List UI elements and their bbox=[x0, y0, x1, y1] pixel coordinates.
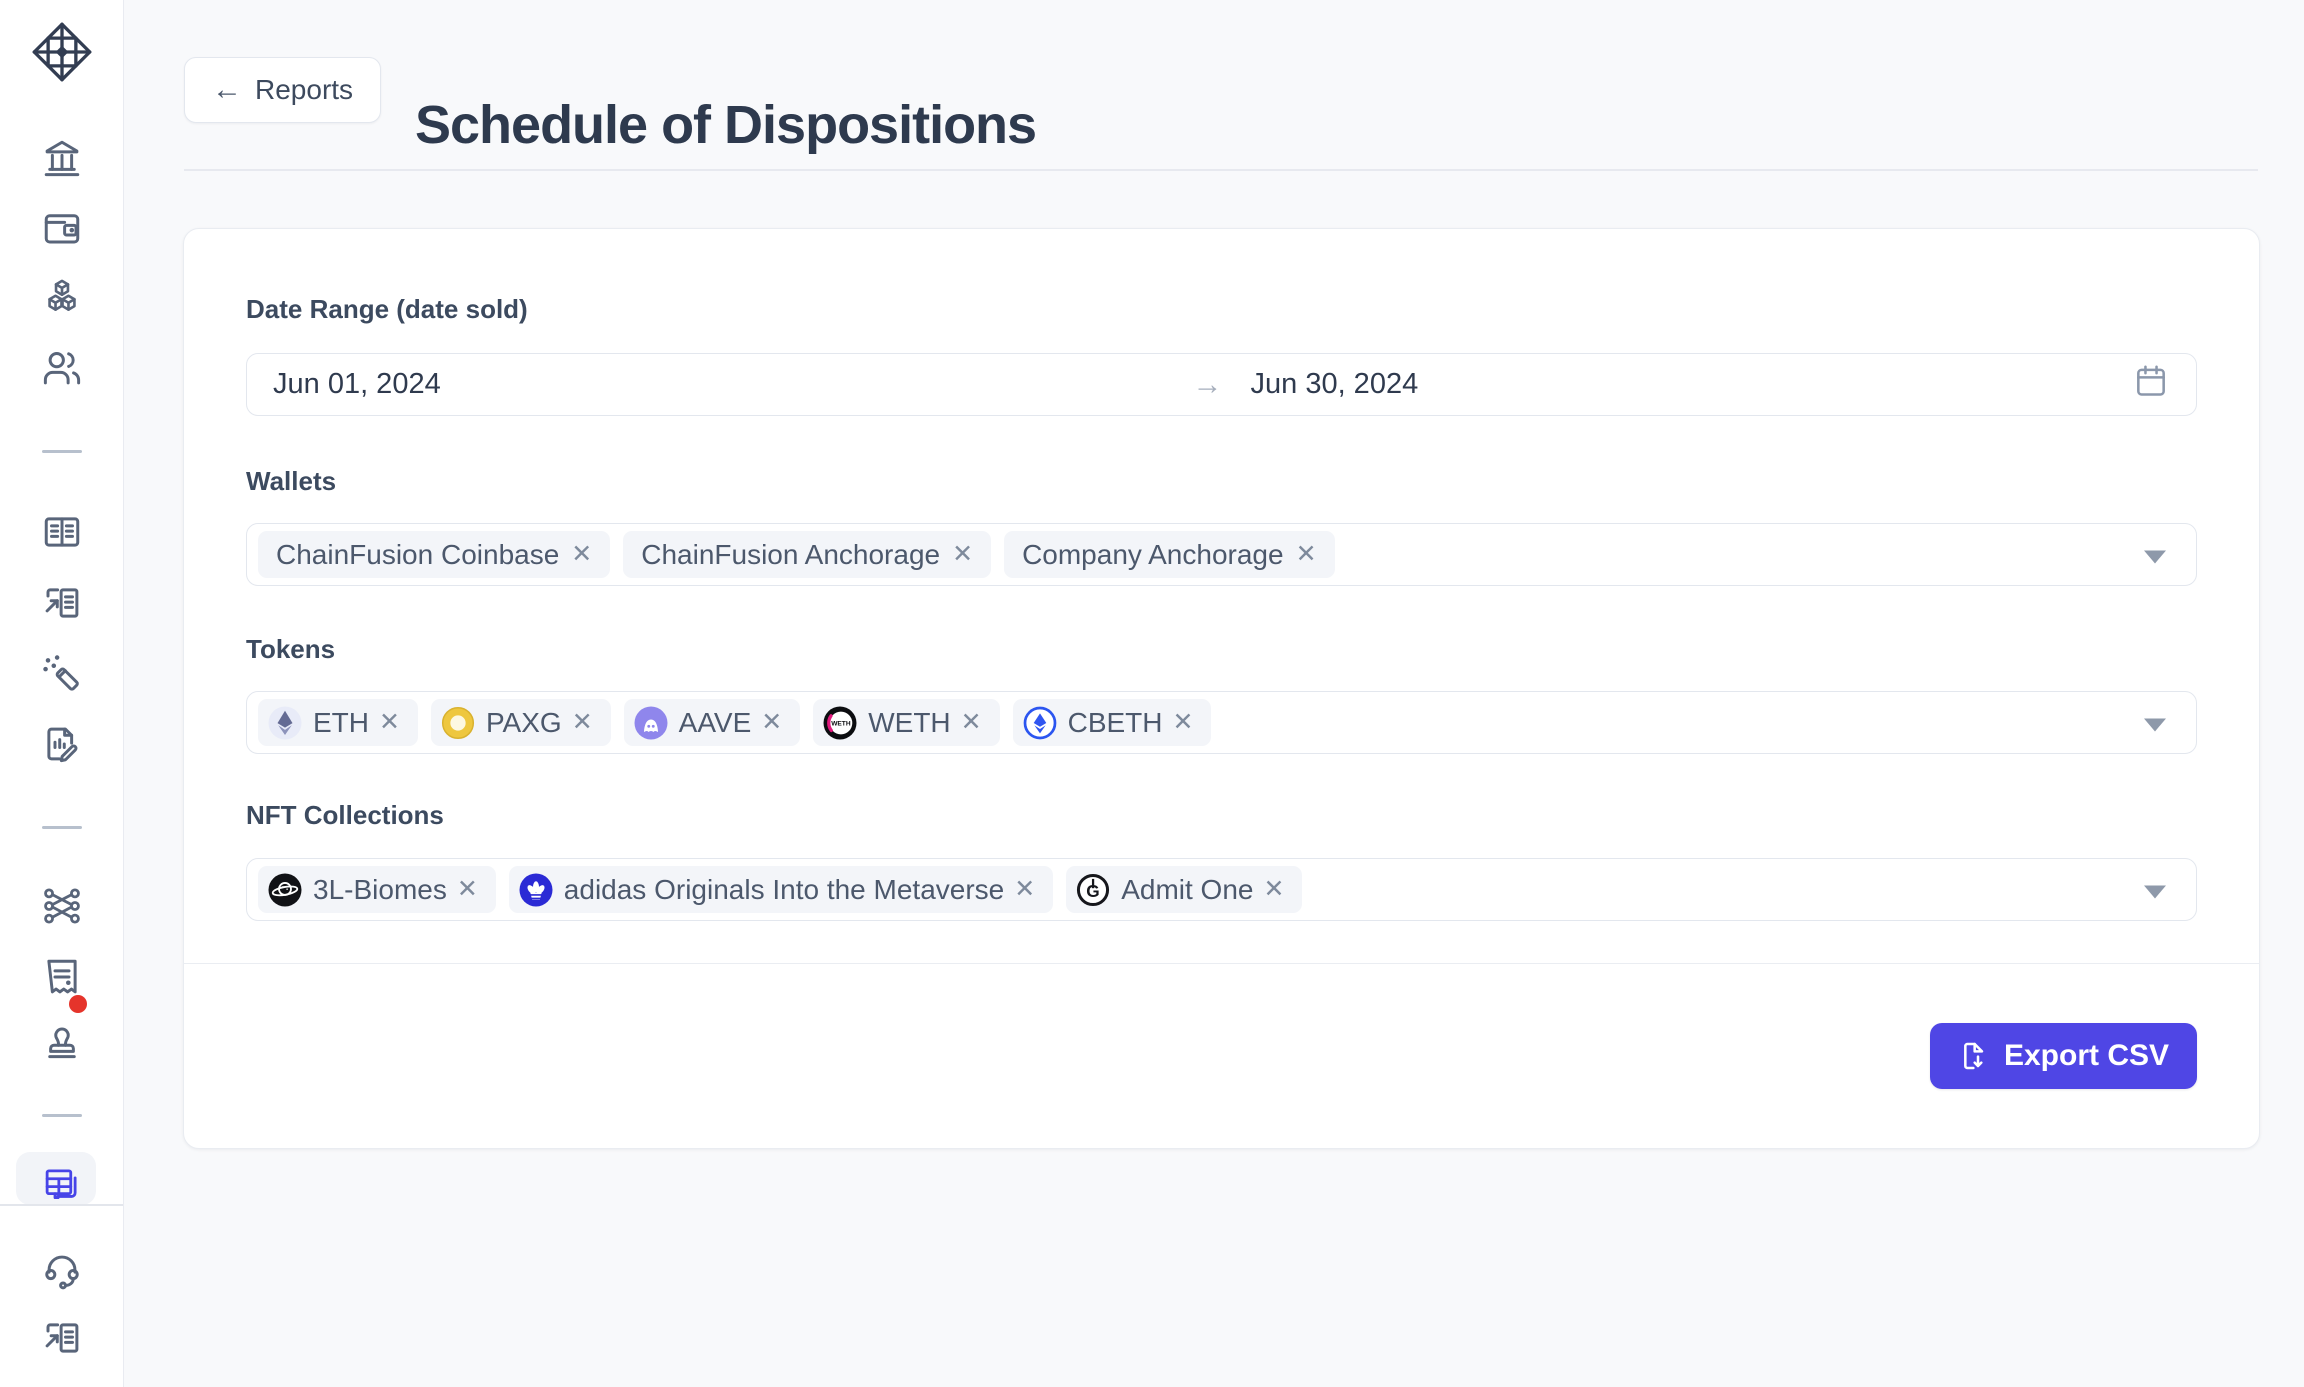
wallets-label: Wallets bbox=[246, 466, 337, 496]
report-edit-icon[interactable] bbox=[41, 723, 83, 765]
export-csv-label: Export CSV bbox=[2003, 1039, 2169, 1072]
token-chip: ETH ✕ bbox=[258, 699, 418, 746]
token-chip-label: CBETH bbox=[1067, 706, 1163, 738]
token-chip-label: ETH bbox=[313, 706, 369, 738]
document-export-icon[interactable] bbox=[41, 582, 83, 624]
users-icon[interactable] bbox=[41, 347, 83, 389]
back-to-reports-button[interactable]: ← Reports bbox=[184, 57, 382, 123]
token-chip: PAXG ✕ bbox=[430, 699, 611, 746]
header-divider bbox=[184, 169, 2258, 171]
start-date-value: Jun 01, 2024 bbox=[273, 368, 441, 400]
wallet-chip: ChainFusion Anchorage ✕ bbox=[623, 531, 992, 578]
page-title: Schedule of Dispositions bbox=[415, 95, 1037, 156]
wallet-chip: ChainFusion Coinbase ✕ bbox=[258, 531, 611, 578]
cbeth-token-icon bbox=[1022, 705, 1058, 741]
sidebar-divider bbox=[42, 826, 82, 829]
date-range-label: Date Range (date sold) bbox=[246, 294, 528, 324]
wallet-chip: Company Anchorage ✕ bbox=[1004, 531, 1335, 578]
admit-one-collection-icon: G bbox=[1075, 872, 1111, 908]
nft-collections-label: NFT Collections bbox=[246, 800, 444, 830]
sidebar-divider bbox=[42, 450, 82, 453]
report-filters-card: Date Range (date sold) Jun 01, 2024 → Ju… bbox=[183, 228, 2260, 1149]
back-button-label: Reports bbox=[255, 74, 354, 105]
receipt-icon[interactable] bbox=[41, 956, 83, 998]
paxg-token-icon bbox=[440, 705, 476, 741]
svg-text:WETH: WETH bbox=[831, 720, 851, 727]
aave-token-icon bbox=[633, 705, 669, 741]
adidas-collection-icon bbox=[518, 872, 554, 908]
end-date-field[interactable]: Jun 30, 2024 bbox=[1223, 362, 2171, 408]
remove-chip-icon[interactable]: ✕ bbox=[952, 540, 974, 568]
wallet-chip-label: Company Anchorage bbox=[1022, 538, 1284, 570]
remove-chip-icon[interactable]: ✕ bbox=[1263, 875, 1285, 903]
card-footer-divider bbox=[184, 963, 2259, 964]
svg-text:G: G bbox=[1086, 880, 1099, 900]
blocks-icon[interactable] bbox=[41, 276, 83, 318]
token-chip-label: PAXG bbox=[485, 706, 562, 738]
token-chip: CBETH ✕ bbox=[1012, 699, 1212, 746]
wallet-chip-label: ChainFusion Coinbase bbox=[276, 538, 560, 570]
caret-down-icon[interactable] bbox=[2144, 884, 2166, 898]
sidebar bbox=[0, 0, 124, 1387]
range-arrow-icon: → bbox=[1192, 367, 1223, 401]
magic-wand-icon[interactable] bbox=[41, 653, 83, 695]
caret-down-icon[interactable] bbox=[2144, 717, 2166, 731]
wallets-select[interactable]: ChainFusion Coinbase ✕ ChainFusion Ancho… bbox=[246, 523, 2197, 586]
remove-chip-icon[interactable]: ✕ bbox=[1295, 540, 1317, 568]
remove-chip-icon[interactable]: ✕ bbox=[456, 875, 478, 903]
node-graph-icon[interactable] bbox=[41, 885, 83, 927]
biomes-collection-icon bbox=[267, 872, 303, 908]
stamp-icon[interactable] bbox=[41, 1019, 83, 1061]
remove-chip-icon[interactable]: ✕ bbox=[960, 708, 982, 736]
token-chip: WETH WETH ✕ bbox=[813, 699, 1000, 746]
start-date-field[interactable]: Jun 01, 2024 bbox=[273, 368, 1193, 401]
token-chip-label: WETH bbox=[868, 706, 951, 738]
weth-token-icon: WETH bbox=[822, 705, 858, 741]
remove-chip-icon[interactable]: ✕ bbox=[571, 540, 593, 568]
nft-chip-label: 3L-Biomes bbox=[313, 873, 447, 905]
token-chip-label: AAVE bbox=[678, 706, 752, 738]
calendar-icon[interactable] bbox=[2132, 362, 2170, 408]
token-chip: AAVE ✕ bbox=[623, 699, 801, 746]
nft-chip: adidas Originals Into the Metaverse ✕ bbox=[508, 866, 1054, 913]
nft-chip: 3L-Biomes ✕ bbox=[258, 866, 496, 913]
ledger-book-icon[interactable] bbox=[41, 511, 83, 553]
back-arrow-icon: ← bbox=[212, 73, 242, 106]
nft-chip-label: Admit One bbox=[1121, 873, 1254, 905]
notification-dot bbox=[69, 995, 87, 1013]
file-download-icon bbox=[1958, 1040, 1990, 1072]
remove-chip-icon[interactable]: ✕ bbox=[1014, 875, 1036, 903]
nft-chip: G Admit One ✕ bbox=[1066, 866, 1303, 913]
remove-chip-icon[interactable]: ✕ bbox=[571, 708, 593, 736]
wallet-icon[interactable] bbox=[41, 207, 83, 249]
spreadsheet-table-icon[interactable] bbox=[41, 1163, 83, 1205]
sidebar-divider bbox=[42, 1114, 82, 1117]
wallet-chip-label: ChainFusion Anchorage bbox=[641, 538, 941, 570]
export-csv-button[interactable]: Export CSV bbox=[1929, 1023, 2197, 1089]
nft-collections-select[interactable]: 3L-Biomes ✕ adidas Originals Into the Me… bbox=[246, 858, 2197, 921]
date-range-input[interactable]: Jun 01, 2024 → Jun 30, 2024 bbox=[246, 353, 2197, 416]
nft-chip-label: adidas Originals Into the Metaverse bbox=[563, 873, 1005, 905]
gem-logo-icon[interactable] bbox=[30, 20, 94, 84]
remove-chip-icon[interactable]: ✕ bbox=[1172, 708, 1194, 736]
remove-chip-icon[interactable]: ✕ bbox=[761, 708, 783, 736]
end-date-value: Jun 30, 2024 bbox=[1250, 368, 1419, 400]
tokens-label: Tokens bbox=[246, 634, 336, 664]
eth-token-icon bbox=[267, 705, 303, 741]
caret-down-icon[interactable] bbox=[2144, 549, 2166, 563]
document-export-icon[interactable] bbox=[41, 1317, 83, 1359]
remove-chip-icon[interactable]: ✕ bbox=[379, 708, 400, 736]
headset-icon[interactable] bbox=[41, 1249, 83, 1291]
tokens-select[interactable]: ETH ✕ PAXG ✕ AAVE ✕ bbox=[246, 691, 2197, 754]
sidebar-section-rule bbox=[0, 1204, 123, 1206]
bank-icon[interactable] bbox=[41, 137, 83, 179]
